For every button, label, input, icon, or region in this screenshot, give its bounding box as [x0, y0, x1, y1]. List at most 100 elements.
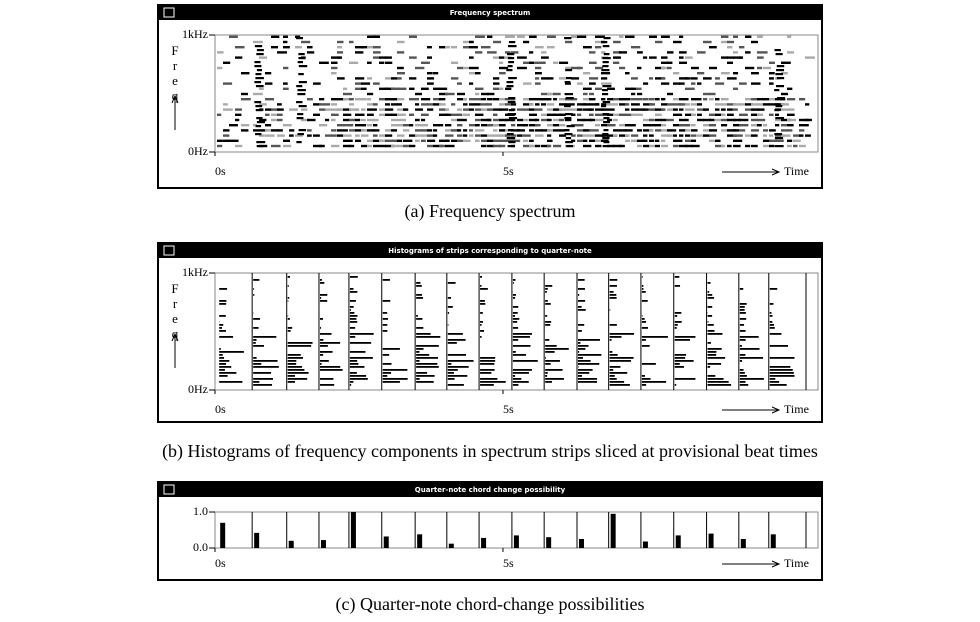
spectrum-cell: [661, 98, 666, 101]
spectrum-cell: [655, 139, 660, 142]
spectrum-cell: [259, 56, 268, 59]
spectrum-cell: [589, 113, 594, 116]
spectrum-cell: [349, 108, 358, 111]
spectrum-cell: [421, 87, 429, 90]
spectrum-cell: [589, 134, 597, 137]
spectrum-cell: [475, 51, 483, 54]
spectrum-cell: [649, 77, 654, 80]
histogram-bin: [609, 354, 618, 356]
spectrum-cell: [541, 103, 547, 106]
bar: [383, 536, 389, 548]
onset-cell: [297, 61, 304, 64]
spectrum-cell: [799, 98, 806, 101]
spectrum-cell: [637, 92, 643, 96]
histogram-bin: [219, 366, 232, 368]
histogram-bin: [416, 327, 424, 329]
spectrum-cell: [385, 113, 393, 116]
spectrum-cell: [355, 134, 360, 137]
spectrum-cell: [517, 66, 527, 70]
spectrum-cell: [367, 35, 377, 38]
spectrum-cell: [469, 103, 477, 106]
histogram-bin: [219, 330, 226, 332]
spectrum-cell: [679, 144, 688, 148]
window-frame: [157, 4, 823, 189]
spectrum-cell: [361, 82, 371, 85]
spectrum-cell: [739, 113, 748, 116]
spectrum-cell: [313, 113, 321, 116]
spectrum-cell: [757, 118, 766, 122]
spectrum-cell: [487, 139, 495, 142]
onset-cell: [565, 97, 574, 100]
histogram-bin: [382, 300, 391, 302]
histogram-bin: [577, 348, 586, 350]
spectrum-cell: [307, 118, 316, 122]
spectrum-cell: [673, 82, 680, 85]
spectrum-cell: [691, 139, 697, 142]
spectrum-cell: [373, 134, 378, 137]
spectrum-cell: [487, 134, 495, 137]
spectrum-cell: [559, 77, 567, 80]
spectrum-cell: [589, 92, 595, 96]
histogram-bin: [769, 315, 773, 317]
spectrum-cell: [637, 113, 643, 116]
spectrum-cell: [427, 77, 435, 80]
spectrum-cell: [709, 66, 718, 70]
spectrum-cell: [397, 124, 407, 127]
histogram-bin: [480, 300, 485, 302]
onset-cell: [296, 101, 303, 104]
spectrum-cell: [511, 118, 516, 122]
spectrum-cell: [655, 40, 663, 44]
histogram-bin: [349, 360, 358, 362]
spectrum-cell: [457, 98, 467, 101]
spectrum-cell: [661, 118, 667, 122]
spectrum-cell: [463, 66, 470, 70]
spectrum-cell: [373, 103, 378, 106]
spectrum-cell: [643, 144, 650, 148]
spectrum-cell: [439, 98, 446, 101]
histogram-bin: [349, 336, 356, 338]
spectrum-cell: [715, 118, 722, 122]
spectrum-cell: [409, 134, 418, 137]
spectrum-cell: [397, 66, 404, 70]
onset-cell: [256, 145, 264, 148]
histogram-bin: [319, 318, 324, 320]
onset-cell: [565, 141, 573, 144]
onset-cell: [565, 69, 573, 72]
histogram-bin: [219, 369, 225, 371]
spectrum-cell: [487, 92, 495, 96]
histogram-bin: [253, 342, 256, 344]
spectrum-cell: [697, 82, 702, 85]
histogram-bin: [707, 363, 722, 365]
time-arrow-head: [771, 560, 781, 568]
spectrum-cell: [313, 82, 321, 85]
histogram-bin: [739, 348, 760, 350]
spectrum-cell: [289, 134, 294, 137]
spectrum-cell: [217, 66, 223, 70]
spectrum-cell: [469, 124, 478, 127]
spectrum-cell: [733, 144, 741, 148]
histogram-bin: [447, 282, 456, 284]
spectrum-cell: [385, 129, 395, 132]
spectrum-cell: [529, 144, 538, 148]
spectrum-cell: [541, 51, 547, 54]
histogram-bin: [707, 366, 711, 368]
histogram-bin: [609, 279, 618, 281]
spectrum-cell: [217, 139, 223, 142]
spectrum-cell: [517, 35, 525, 38]
histogram-bin: [382, 318, 389, 320]
spectrum-cell: [721, 56, 729, 59]
histogram-bin: [447, 333, 463, 335]
spectrum-cell: [463, 40, 473, 44]
spectrum-cell: [505, 35, 515, 38]
histogram-bin: [545, 378, 564, 380]
spectrum-cell: [715, 108, 720, 111]
onset-cell: [298, 57, 306, 60]
spectrum-cell: [235, 108, 242, 111]
histogram-bin: [416, 285, 422, 287]
histogram-bin: [739, 384, 749, 386]
spectrum-cell: [415, 134, 424, 137]
spectrum-cell: [601, 77, 608, 80]
histogram-bin: [447, 312, 450, 314]
spectrum-cell: [649, 134, 654, 137]
spectrum-cell: [301, 108, 308, 111]
